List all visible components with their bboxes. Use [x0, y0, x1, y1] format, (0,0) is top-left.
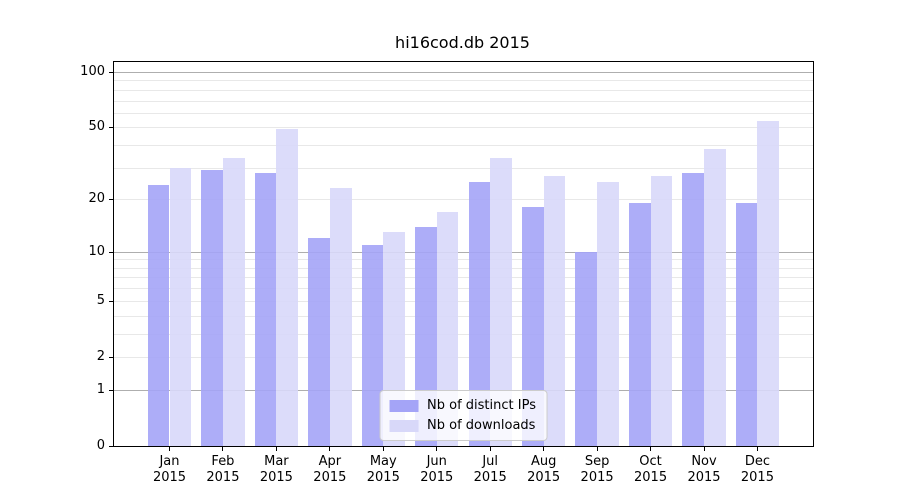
bar-downloads [436, 211, 459, 446]
x-axis-tick-mark [650, 446, 652, 451]
gridline-minor [114, 112, 813, 114]
gridline-minor [114, 315, 813, 317]
x-axis-tick-label: Jun 2015 [420, 454, 454, 485]
y-axis-tick-label: 10 [88, 243, 105, 259]
chart-title: hi16cod.db 2015 [395, 33, 530, 52]
gridline-minor [114, 288, 813, 290]
gridline-major [114, 251, 813, 253]
gridline-minor [114, 199, 813, 201]
bar-downloads [704, 149, 726, 446]
gridline-minor [114, 100, 813, 102]
x-axis-tick-label: Mar 2015 [259, 454, 293, 485]
y-axis-tick-mark [109, 356, 114, 358]
y-axis-tick-mark [109, 199, 114, 201]
x-axis-tick-label: Sep 2015 [580, 454, 614, 485]
x-axis-tick-mark [382, 446, 384, 451]
bar-distinct-ips [201, 170, 223, 446]
gridline-minor [114, 300, 813, 302]
legend-swatch-distinct-ips [389, 399, 419, 412]
bar-downloads [543, 175, 566, 446]
bar-downloads [169, 167, 192, 446]
gridline-minor [114, 259, 813, 261]
x-axis-tick-label: Dec 2015 [740, 454, 774, 485]
bar-downloads [490, 157, 512, 446]
x-axis-tick-mark [543, 446, 545, 451]
legend-label-downloads: Nb of downloads [427, 418, 536, 433]
x-axis-tick-mark [756, 446, 758, 451]
y-axis-tick-mark [109, 71, 114, 73]
bar-downloads [329, 188, 352, 446]
x-axis-tick-label: Oct 2015 [634, 454, 668, 485]
x-axis-tick-label: Aug 2015 [527, 454, 561, 485]
x-axis-tick-label: May 2015 [366, 454, 400, 485]
legend: Nb of distinct IPs Nb of downloads [379, 390, 548, 441]
y-axis-tick-mark [109, 300, 114, 302]
x-axis-tick-mark [489, 446, 491, 451]
gridline-minor [114, 89, 813, 91]
x-axis-tick-mark [275, 446, 277, 451]
bar-downloads [276, 128, 299, 446]
x-axis-tick-label: Nov 2015 [687, 454, 721, 485]
bar-distinct-ips [254, 173, 277, 446]
x-axis-tick-label: Feb 2015 [206, 454, 240, 485]
y-axis-tick-label: 5 [96, 292, 105, 308]
y-axis-tick-label: 0 [96, 438, 105, 453]
y-axis-tick-mark [109, 446, 114, 447]
bar-distinct-ips [468, 181, 491, 446]
legend-swatch-downloads [389, 419, 419, 432]
gridline-minor [114, 80, 813, 82]
x-axis-tick-mark [329, 446, 331, 451]
bar-downloads [650, 175, 673, 446]
x-axis-tick-mark [169, 446, 170, 451]
x-axis-tick-label: Apr 2015 [313, 454, 347, 485]
gridline-minor [114, 145, 813, 147]
bar-distinct-ips [735, 203, 758, 446]
y-axis-tick-label: 2 [96, 348, 105, 364]
gridline-minor [114, 167, 813, 169]
x-axis-tick-mark [596, 446, 598, 451]
x-axis-tick-mark [222, 446, 224, 451]
gridline-minor [114, 333, 813, 335]
legend-item-distinct-ips: Nb of distinct IPs [389, 398, 536, 413]
bar-distinct-ips [628, 203, 651, 446]
y-axis-tick-label: 20 [88, 191, 105, 207]
x-axis-tick-mark [703, 446, 705, 451]
x-axis-tick-mark [436, 446, 438, 451]
gridline-minor [114, 267, 813, 269]
bar-distinct-ips [521, 207, 544, 446]
gridline-minor [114, 356, 813, 358]
gridline-major [114, 71, 813, 73]
y-axis-tick-mark [109, 127, 114, 129]
gridline-minor [114, 127, 813, 129]
bar-downloads [222, 157, 245, 446]
x-axis-tick-label: Jan 2015 [152, 454, 187, 485]
y-axis-tick-mark [109, 389, 114, 391]
legend-item-downloads: Nb of downloads [389, 418, 536, 433]
bar-distinct-ips [308, 238, 330, 446]
gridline-minor [114, 277, 813, 279]
bar-distinct-ips [575, 251, 598, 446]
x-axis-tick-label: Jul 2015 [473, 454, 507, 485]
y-axis-tick-label: 100 [80, 63, 105, 79]
bar-downloads [757, 121, 780, 446]
y-axis-tick-label: 1 [96, 381, 105, 397]
legend-label-distinct-ips: Nb of distinct IPs [427, 398, 536, 413]
y-axis-tick-label: 50 [88, 119, 105, 135]
bar-downloads [597, 181, 619, 446]
y-axis-tick-mark [109, 251, 114, 253]
bar-distinct-ips [147, 185, 170, 446]
plot-area: Nb of distinct IPs Nb of downloads Jan 20… [80, 61, 814, 485]
bar-distinct-ips [682, 173, 704, 446]
bar-distinct-ips [361, 244, 384, 446]
